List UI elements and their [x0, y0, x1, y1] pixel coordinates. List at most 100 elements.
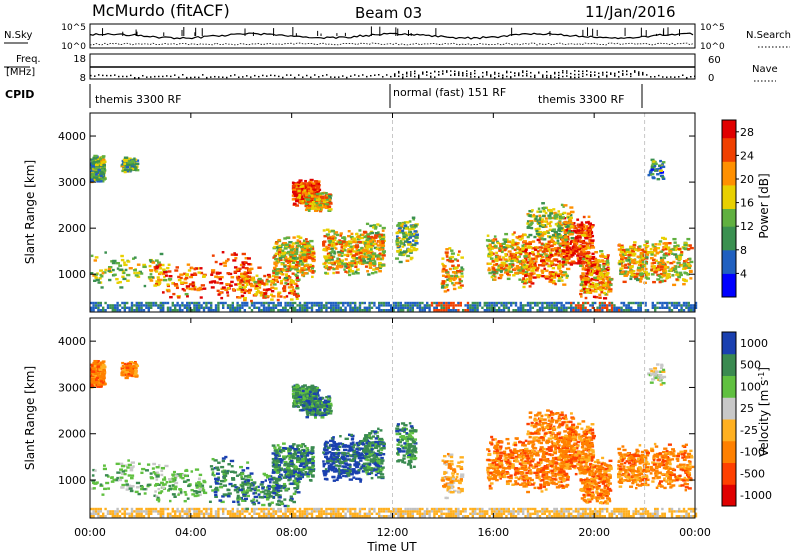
- heatmap-cell: [360, 247, 364, 250]
- heatmap-cell: [355, 233, 359, 236]
- heatmap-cell: [478, 304, 482, 307]
- heatmap-cell: [520, 234, 524, 238]
- heatmap-cell: [222, 301, 225, 305]
- heatmap-cell: [289, 259, 294, 263]
- heatmap-cell: [342, 309, 345, 312]
- heatmap-cell: [536, 275, 541, 279]
- heatmap-cell: [244, 281, 249, 285]
- heatmap-cell: [339, 232, 343, 235]
- heatmap-cell: [167, 289, 171, 292]
- heatmap-cell: [591, 234, 595, 238]
- heatmap-cell: [633, 275, 637, 279]
- heatmap-cell: [650, 256, 654, 260]
- heatmap-cell: [503, 258, 508, 261]
- heatmap-cell: [349, 304, 352, 307]
- heatmap-cell: [293, 259, 298, 263]
- heatmap-cell: [630, 273, 635, 277]
- heatmap-cell: [654, 269, 658, 272]
- heatmap-cell: [528, 241, 533, 244]
- heatmap-cell: [327, 195, 332, 198]
- heatmap-cell: [591, 252, 595, 256]
- heatmap-cell: [418, 304, 422, 307]
- heatmap-cell: [316, 190, 320, 194]
- heatmap-cell: [284, 306, 287, 309]
- heatmap-cell: [200, 306, 203, 309]
- heatmap-cell: [565, 254, 569, 258]
- heatmap-cell: [551, 281, 556, 285]
- heatmap-cell: [440, 304, 443, 307]
- nave-point: [502, 74, 504, 77]
- heatmap-cell: [373, 246, 377, 250]
- heatmap-cell: [486, 234, 490, 237]
- heatmap-cell: [543, 245, 547, 249]
- heatmap-cell: [295, 261, 300, 264]
- nave-point: [578, 70, 580, 72]
- heatmap-cell: [538, 309, 542, 312]
- heatmap-cell: [658, 301, 662, 305]
- heatmap-cell: [244, 257, 249, 260]
- heatmap-cell: [324, 257, 328, 260]
- heatmap-cell: [186, 263, 191, 266]
- nave-point: [654, 75, 656, 78]
- heatmap-cell: [555, 301, 558, 305]
- nave-point: [614, 75, 616, 77]
- heatmap-cell: [656, 306, 659, 309]
- heatmap-cell: [255, 274, 259, 277]
- heatmap-cell: [414, 301, 417, 305]
- heatmap-cell: [662, 242, 666, 245]
- heatmap-cell: [133, 269, 137, 272]
- heatmap-cell: [406, 238, 409, 241]
- heatmap-cell: [155, 264, 160, 267]
- heatmap-cell: [447, 309, 450, 312]
- nave-point: [670, 76, 672, 78]
- heatmap-cell: [148, 264, 152, 268]
- heatmap-cell: [242, 279, 247, 283]
- heatmap-cell: [106, 306, 110, 309]
- heatmap-cell: [601, 268, 606, 271]
- heatmap-cell: [566, 229, 570, 232]
- heatmap-cell: [265, 309, 268, 312]
- heatmap-cell: [174, 306, 177, 309]
- nave-point: [486, 72, 488, 74]
- heatmap-cell: [312, 195, 317, 198]
- heatmap-cell: [413, 243, 417, 247]
- heatmap-cell: [502, 256, 505, 259]
- heatmap-cell: [490, 306, 494, 309]
- heatmap-cell: [344, 258, 348, 261]
- heatmap-cell: [662, 254, 666, 257]
- heatmap-cell: [585, 259, 589, 262]
- heatmap-cell: [411, 232, 415, 236]
- heatmap-cell: [361, 309, 364, 312]
- heatmap-cell: [402, 251, 406, 255]
- heatmap-cell: [368, 266, 373, 269]
- heatmap-cell: [409, 304, 412, 307]
- nave-tick-bottom: 0: [708, 73, 714, 84]
- heatmap-cell: [292, 202, 297, 205]
- heatmap-cell: [102, 306, 105, 309]
- heatmap-cell: [569, 229, 573, 233]
- heatmap-cell: [690, 304, 693, 307]
- heatmap-cell: [92, 176, 96, 179]
- heatmap-cell: [488, 306, 491, 309]
- heatmap-cell: [589, 273, 593, 277]
- heatmap-cell: [630, 261, 635, 264]
- heatmap-cell: [416, 301, 419, 305]
- heatmap-cell: [315, 184, 320, 188]
- heatmap-cell: [355, 251, 360, 254]
- heatmap-cell: [307, 256, 313, 260]
- heatmap-cell: [357, 235, 361, 238]
- heatmap-cell: [93, 154, 98, 158]
- heatmap-cell: [569, 252, 575, 256]
- heatmap-cell: [469, 306, 472, 309]
- heatmap-cell: [318, 204, 322, 207]
- heatmap-cell: [450, 249, 454, 252]
- heatmap-cell: [99, 178, 103, 181]
- heatmap-cell: [273, 245, 278, 249]
- heatmap-cell: [553, 306, 556, 309]
- heatmap-cell: [447, 304, 450, 307]
- nave-point: [434, 76, 436, 78]
- nave-point: [474, 70, 476, 72]
- nave-point: [178, 76, 180, 79]
- nave-point: [526, 74, 528, 77]
- heatmap-cell: [687, 301, 690, 305]
